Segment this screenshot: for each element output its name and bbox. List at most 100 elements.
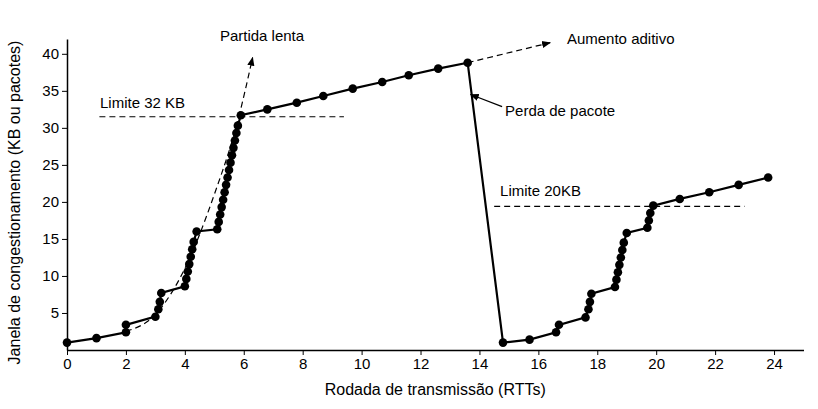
point [764,173,773,182]
point [223,173,232,182]
point [155,298,164,307]
point [219,195,228,204]
x-tick-label: 2 [122,355,130,372]
x-tick: 16 [531,350,548,372]
point [154,305,163,314]
y-tick: 35 [42,82,67,99]
annotation: Aumento aditivo [567,30,675,47]
point [404,71,413,80]
y-tick-mark [62,313,67,314]
annotation: Limite 32 KB [100,94,185,111]
y-tick: 40 [42,45,67,62]
point [618,246,627,255]
y-axis-line [67,40,69,351]
y-tick-mark [62,202,67,203]
point [581,313,590,322]
x-tick-label: 6 [240,355,248,372]
point [292,98,301,107]
point [705,188,714,197]
point [182,275,191,284]
x-tick: 8 [299,350,307,372]
point [675,195,684,204]
x-tick-label: 22 [707,355,724,372]
point [584,305,593,314]
x-tick: 2 [122,350,130,372]
point [586,298,595,307]
x-tick: 22 [707,350,724,372]
y-tick-label: 15 [42,230,59,247]
point [122,328,131,337]
point [525,335,534,344]
point [555,321,564,330]
y-tick: 30 [42,119,67,136]
point [226,158,235,167]
point [434,64,443,73]
x-tick-label: 12 [413,355,430,372]
y-tick-mark [62,54,67,55]
x-tick-label: 18 [589,355,606,372]
point [734,181,743,190]
point [220,188,229,197]
y-tick: 20 [42,193,67,210]
y-tick-label: 5 [51,304,59,321]
x-tick: 24 [766,350,783,372]
y-tick-mark [62,165,67,166]
point [319,92,328,101]
dashed-line [468,43,550,63]
x-tick: 10 [354,350,371,372]
point [63,338,72,347]
y-tick-label: 10 [42,267,59,284]
point [183,267,192,276]
x-axis-line [68,350,805,352]
point [587,289,596,298]
x-tick-label: 14 [472,355,489,372]
x-tick-label: 20 [648,355,665,372]
point [263,105,272,114]
x-axis-title: Rodada de transmissão (RTTs) [325,381,546,398]
point [157,289,166,298]
chart: 024681012141618202224510152025303540Roda… [0,0,818,409]
x-tick-label: 0 [63,355,71,372]
y-tick-mark [62,91,67,92]
x-tick: 4 [181,350,189,372]
point [222,181,231,190]
y-tick-label: 20 [42,193,59,210]
point [217,203,226,212]
point [463,58,472,67]
line [67,63,768,343]
point [192,227,201,236]
x-tick-label: 10 [354,355,371,372]
point [552,328,561,337]
point [611,283,620,292]
y-tick: 25 [42,156,67,173]
y-tick-label: 30 [42,119,59,136]
y-tick-label: 40 [42,45,59,62]
point [646,209,655,218]
x-tick-label: 16 [531,355,548,372]
y-tick: 15 [42,230,67,247]
y-tick-mark [62,276,67,277]
x-tick: 14 [472,350,489,372]
point [189,238,198,247]
point [378,78,387,87]
y-tick-label: 35 [42,82,59,99]
point [214,218,223,227]
point [643,224,652,233]
x-tick: 12 [413,350,430,372]
point [122,321,131,330]
point [216,210,225,219]
annotation: Perda de pacote [505,102,615,119]
y-tick-label: 25 [42,156,59,173]
y-tick-mark [62,239,67,240]
x-tick-label: 8 [299,355,307,372]
annotation-arrow [471,95,502,107]
x-tick: 20 [648,350,665,372]
point [213,225,222,234]
x-tick: 6 [240,350,248,372]
point [92,334,101,343]
x-axis: 024681012141618202224 [63,350,804,372]
dashed-line [494,206,744,207]
point [614,268,623,277]
point [225,166,234,175]
point [617,253,626,262]
